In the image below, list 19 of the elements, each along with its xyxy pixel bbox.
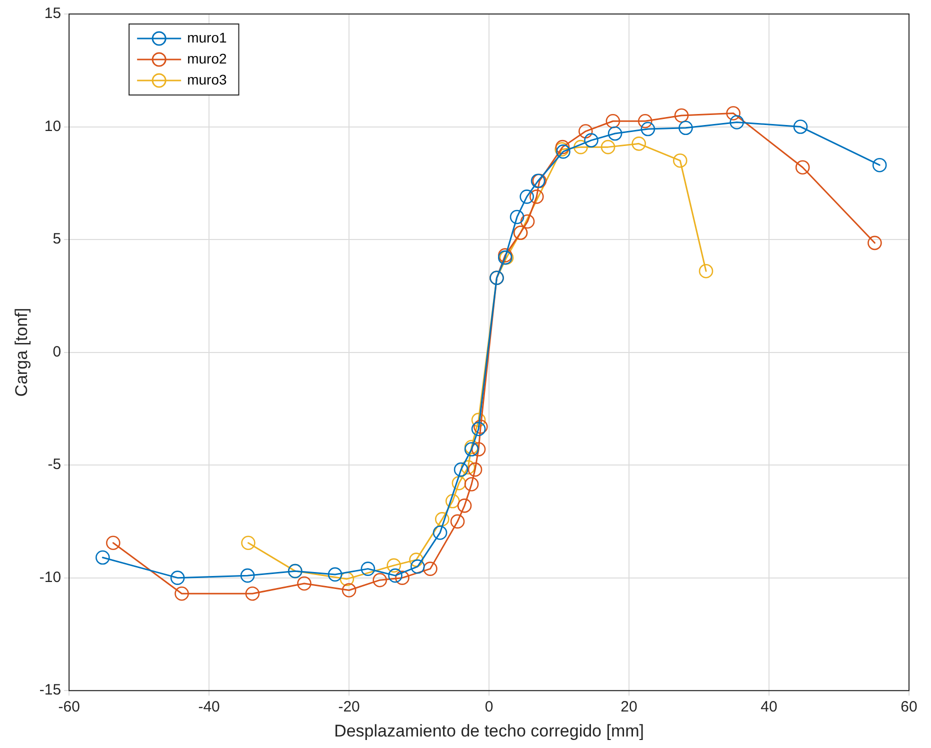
y-tick-label: -5 [48, 456, 62, 474]
x-axis-title: Desplazamiento de techo corregido [mm] [334, 721, 644, 740]
x-tick-label: -20 [338, 698, 360, 716]
x-tick-label: 0 [484, 698, 494, 716]
y-tick-label: -10 [39, 568, 62, 586]
legend-label: muro3 [187, 71, 227, 88]
y-axis-title: Carga [tonf] [12, 308, 31, 397]
y-tick-label: -15 [39, 682, 62, 699]
legend-label: muro2 [187, 50, 227, 66]
y-tick-label: 0 [52, 343, 62, 360]
x-tick-label: -60 [58, 698, 80, 716]
x-tick-label: 60 [900, 698, 918, 716]
y-tick-label: 5 [52, 230, 62, 248]
x-tick-label: 20 [620, 698, 638, 716]
x-tick-label: 40 [760, 698, 778, 716]
legend-label: muro1 [187, 29, 227, 46]
y-tick-label: 10 [44, 118, 62, 135]
y-tick-label: 15 [44, 5, 62, 22]
x-tick-label: -40 [198, 698, 220, 716]
